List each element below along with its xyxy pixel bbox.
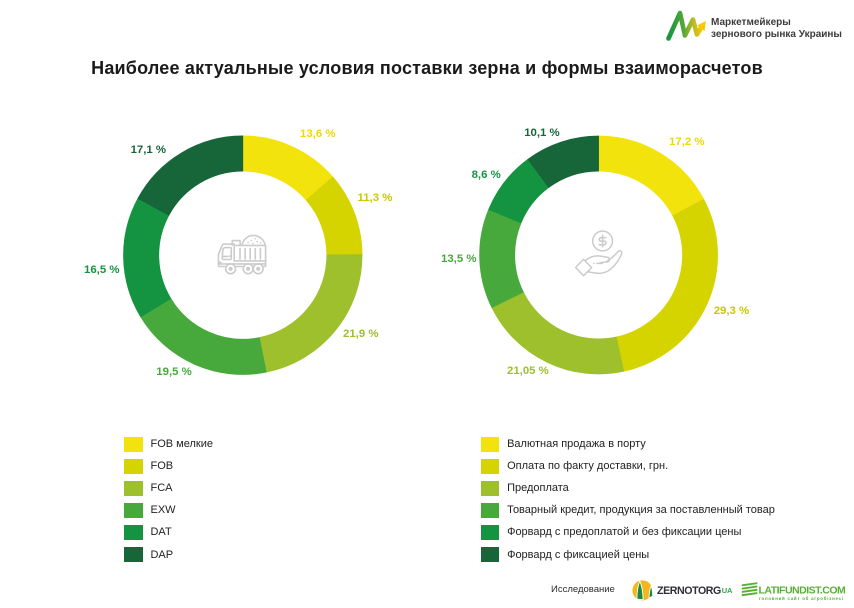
svg-text:·UA: ·UA: [720, 586, 734, 595]
svg-text:LATIFUNDIST.COM: LATIFUNDIST.COM: [759, 585, 847, 597]
svg-text:ZERNOTORG: ZERNOTORG: [657, 585, 721, 597]
svg-text:головний сайт об агробізнесі: головний сайт об агробізнесі: [759, 596, 844, 601]
